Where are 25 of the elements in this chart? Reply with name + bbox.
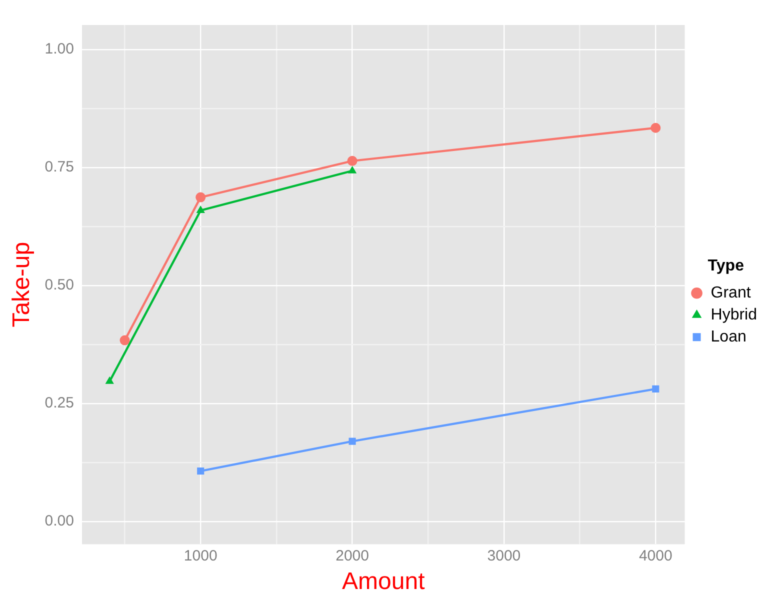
point — [348, 166, 357, 174]
y-tick-label: 1.00 — [44, 40, 74, 58]
x-tick-label: 3000 — [487, 547, 521, 564]
point — [348, 438, 356, 445]
legend-label: Hybrid — [710, 306, 757, 324]
point — [196, 192, 206, 202]
x-axis-title: Amount — [342, 568, 426, 596]
x-tick-label: 2000 — [336, 547, 369, 564]
point — [197, 468, 204, 475]
point — [650, 122, 661, 133]
legend-title: Type — [708, 257, 744, 274]
legend-label: Loan — [710, 328, 746, 346]
x-tick-label: 1000 — [184, 547, 218, 564]
point — [347, 156, 358, 166]
point — [120, 335, 130, 346]
x-tick-label: 4000 — [638, 547, 672, 564]
y-axis-title: Take-up — [8, 242, 36, 328]
y-tick-label: 0.50 — [44, 276, 74, 294]
point — [105, 376, 114, 384]
y-tick-label: 0.75 — [44, 158, 74, 176]
point — [652, 385, 660, 392]
legend-label: Grant — [710, 284, 752, 302]
y-tick-label: 0.00 — [44, 512, 74, 530]
y-tick-label: 0.25 — [44, 394, 74, 412]
point — [196, 205, 205, 213]
